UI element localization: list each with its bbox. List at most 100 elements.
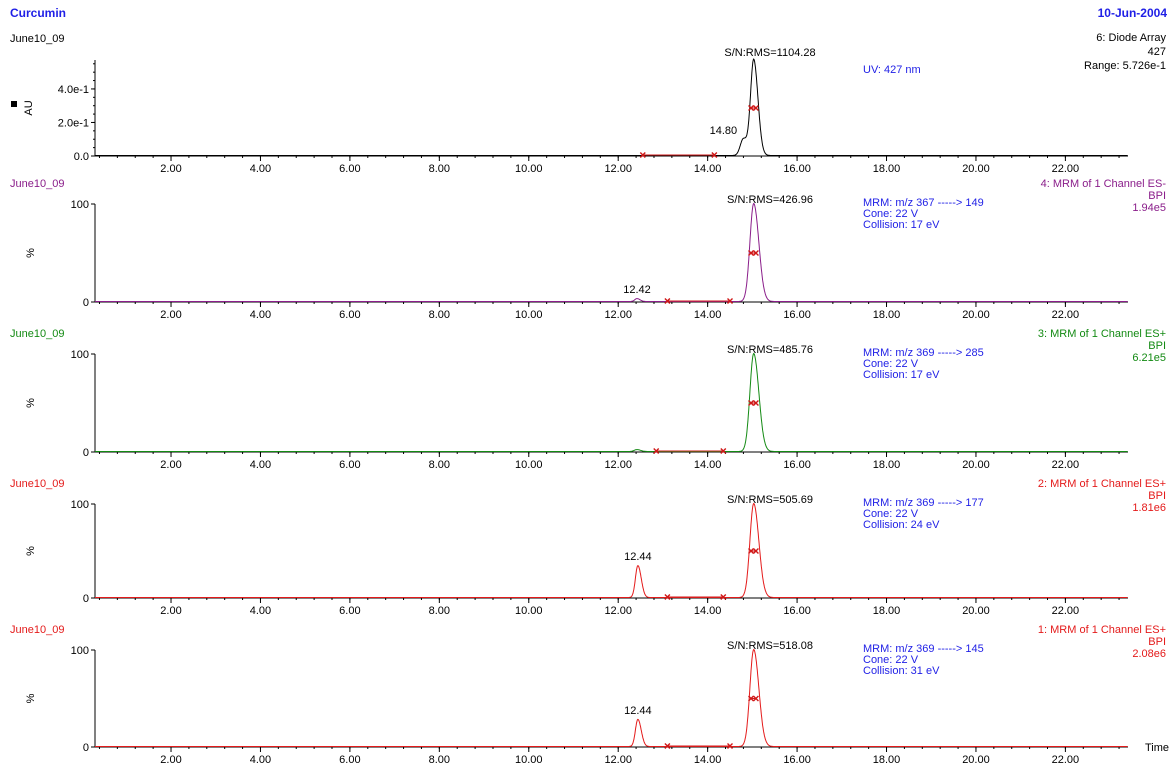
- legend-square: [11, 101, 17, 107]
- y-tick-label: 100: [71, 499, 89, 511]
- halfheight-marker: [752, 695, 759, 702]
- x-tick-label: 16.00: [783, 163, 811, 175]
- method-line: MRM: m/z 369 -----> 285: [863, 347, 984, 359]
- trace-line: [95, 502, 1128, 598]
- y-tick-label: 100: [71, 645, 89, 657]
- integration-marker: [639, 152, 646, 158]
- x-tick-label: 8.00: [429, 163, 450, 175]
- x-tick-label: 14.00: [694, 459, 722, 471]
- x-tick-label: 16.00: [783, 754, 811, 765]
- method-line: Collision: 17 eV: [863, 219, 940, 231]
- halfheight-marker: [748, 105, 755, 111]
- x-tick-label: 4.00: [250, 163, 271, 175]
- integration-marker: [664, 743, 671, 749]
- x-tick-label: 20.00: [962, 459, 990, 471]
- sample-name: June10_09: [10, 33, 64, 45]
- sample-name: June10_09: [10, 624, 64, 636]
- x-tick-label: 8.00: [429, 754, 450, 765]
- x-tick-label: 18.00: [873, 754, 901, 765]
- x-tick-label: 22.00: [1052, 459, 1080, 471]
- x-tick-label: 22.00: [1052, 754, 1080, 765]
- x-tick-label: 14.00: [694, 754, 722, 765]
- x-tick-label: 14.00: [694, 605, 722, 617]
- peak-label: 14.80: [710, 125, 738, 137]
- y-axis-label: %: [25, 248, 37, 258]
- x-tick-label: 6.00: [339, 309, 360, 321]
- x-tick-label: 6.00: [339, 754, 360, 765]
- x-tick-label: 12.00: [604, 605, 632, 617]
- integration-marker: [653, 448, 660, 454]
- integration-marker: [711, 152, 718, 158]
- trace-sub: BPI: [1148, 636, 1166, 648]
- trace-line: [95, 202, 1128, 302]
- trace-line: [95, 352, 1128, 452]
- y-axis-label: %: [25, 398, 37, 408]
- integration-marker: [720, 594, 727, 600]
- x-tick-label: 6.00: [339, 605, 360, 617]
- x-tick-label: 12.00: [604, 459, 632, 471]
- sample-name: June10_09: [10, 328, 64, 340]
- method-line: Cone: 22 V: [863, 654, 919, 666]
- x-tick-label: 8.00: [429, 605, 450, 617]
- y-tick-label: 0: [83, 593, 89, 605]
- x-tick-label: 4.00: [250, 754, 271, 765]
- halfheight-marker: [748, 400, 755, 406]
- sn-label: S/N:RMS=426.96: [727, 194, 813, 206]
- integration-marker: [720, 448, 727, 454]
- x-axis-label: Time: [1145, 742, 1169, 754]
- x-tick-label: 10.00: [515, 163, 543, 175]
- x-tick-label: 20.00: [962, 754, 990, 765]
- x-tick-label: 20.00: [962, 163, 990, 175]
- y-tick-label: 0: [83, 742, 89, 754]
- method-line: MRM: m/z 369 -----> 177: [863, 497, 984, 509]
- trace-sub: BPI: [1148, 340, 1166, 352]
- x-tick-label: 12.00: [604, 309, 632, 321]
- x-tick-label: 16.00: [783, 459, 811, 471]
- x-tick-label: 22.00: [1052, 163, 1080, 175]
- x-tick-label: 10.00: [515, 605, 543, 617]
- sn-label: S/N:RMS=1104.28: [724, 47, 815, 59]
- y-tick-label: 4.0e-1: [58, 84, 89, 96]
- x-tick-label: 8.00: [429, 459, 450, 471]
- trace-sub: BPI: [1148, 190, 1166, 202]
- halfheight-marker: [752, 105, 759, 111]
- intensity-label: 2.08e6: [1132, 648, 1166, 660]
- range-label: Range: 5.726e-1: [1084, 60, 1166, 72]
- trace-name: 3: MRM of 1 Channel ES+: [1038, 328, 1166, 340]
- sample-name: June10_09: [10, 178, 64, 190]
- x-tick-label: 18.00: [873, 163, 901, 175]
- page-title: Curcumin: [10, 6, 67, 20]
- x-tick-label: 4.00: [250, 309, 271, 321]
- trace-line: [95, 648, 1128, 747]
- y-tick-label: 0: [83, 297, 89, 309]
- trace-name: 2: MRM of 1 Channel ES+: [1038, 478, 1166, 490]
- integration-marker: [664, 594, 671, 600]
- y-tick-label: 0.0: [74, 151, 89, 163]
- x-tick-label: 18.00: [873, 605, 901, 617]
- sn-label: S/N:RMS=505.69: [727, 494, 813, 506]
- trace-sub: BPI: [1148, 490, 1166, 502]
- method-line: Cone: 22 V: [863, 358, 919, 370]
- x-tick-label: 2.00: [160, 459, 181, 471]
- halfheight-marker: [748, 250, 755, 256]
- trace-name: 6: Diode Array: [1096, 32, 1166, 44]
- halfheight-marker: [748, 695, 755, 702]
- intensity-label: 1.81e6: [1132, 502, 1166, 514]
- y-axis-label: %: [25, 546, 37, 556]
- x-tick-label: 14.00: [694, 163, 722, 175]
- x-tick-label: 2.00: [160, 309, 181, 321]
- halfheight-marker: [748, 548, 755, 554]
- peak-label: 12.44: [624, 705, 652, 717]
- method-line: Collision: 17 eV: [863, 369, 940, 381]
- trace-sub: 427: [1148, 46, 1166, 58]
- x-tick-label: 20.00: [962, 605, 990, 617]
- method-line: UV: 427 nm: [863, 64, 921, 76]
- x-tick-label: 18.00: [873, 459, 901, 471]
- x-tick-label: 4.00: [250, 605, 271, 617]
- halfheight-marker: [752, 250, 759, 256]
- y-axis-label: %: [25, 693, 37, 703]
- x-tick-label: 8.00: [429, 309, 450, 321]
- x-tick-label: 6.00: [339, 459, 360, 471]
- trace-line: [95, 58, 1128, 156]
- method-line: Collision: 24 eV: [863, 519, 940, 531]
